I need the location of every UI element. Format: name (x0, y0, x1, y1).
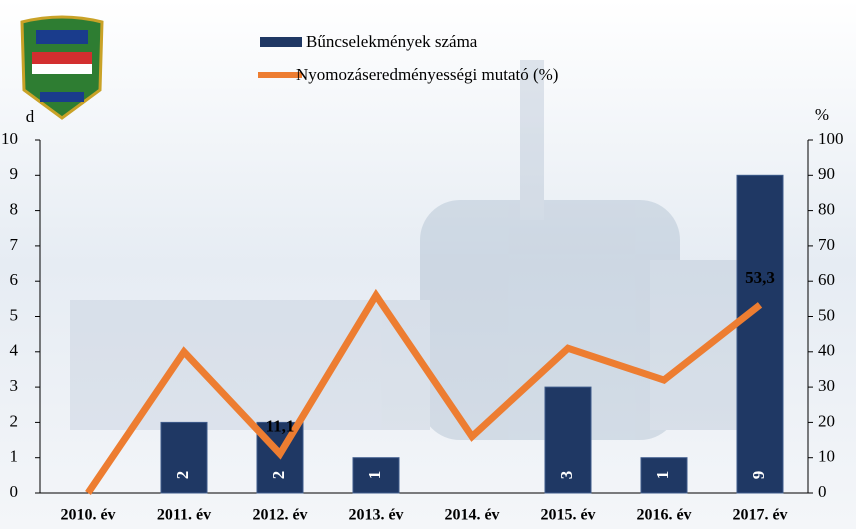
x-tick-label: 2013. év (348, 507, 403, 524)
line-value-label: 53,3 (745, 268, 775, 287)
y-tick-label: 4 (10, 341, 19, 360)
police-logo (20, 15, 104, 120)
y-tick-label: 7 (10, 235, 19, 254)
bar-value-label: 1 (653, 471, 672, 480)
bar (544, 386, 592, 494)
y2-tick-label: 60 (818, 270, 835, 289)
bar-value-label: 9 (749, 471, 768, 480)
line (85, 288, 763, 495)
y2-tick-label: 10 (818, 447, 835, 466)
line-value-label: 11,1 (266, 417, 295, 436)
bar-value-label: 2 (269, 471, 288, 480)
bar (352, 457, 400, 494)
y2-tick-label: 0 (818, 482, 827, 501)
x-tick-label: 2010. év (60, 507, 115, 524)
x-tick-label: 2012. év (252, 507, 307, 524)
y-tick-label: 9 (10, 164, 19, 183)
y2-tick-label: 80 (818, 200, 835, 219)
y-tick-label: 6 (10, 270, 19, 289)
legend-swatch (260, 37, 302, 47)
x-tick-label: 2016. év (636, 507, 691, 524)
y-tick-label: 10 (1, 129, 18, 148)
bar-value-label: 2 (173, 471, 192, 480)
y2-tick-label: 30 (818, 376, 835, 395)
y2-tick-label: 90 (818, 164, 835, 183)
bar-value-label: 1 (365, 471, 384, 480)
y2-tick-label: 100 (818, 129, 844, 148)
y-axis-label: d (26, 107, 35, 126)
bar (736, 174, 784, 494)
bar-value-label: 3 (557, 471, 576, 480)
y2-axis-label: % (815, 105, 829, 124)
x-tick-label: 2014. év (444, 507, 499, 524)
y2-tick-label: 50 (818, 305, 835, 324)
y2-tick-label: 40 (818, 341, 835, 360)
y2-tick-label: 20 (818, 411, 835, 430)
y-tick-label: 1 (10, 447, 19, 466)
bar (160, 421, 208, 494)
y-tick-label: 5 (10, 305, 19, 324)
x-tick-label: 2017. év (732, 507, 787, 524)
y-tick-label: 2 (10, 411, 19, 430)
legend-label: Nyomozáseredményességi mutató (%) (296, 65, 558, 84)
x-tick-label: 2011. év (157, 507, 211, 524)
legend-label: Bűncselekmények száma (306, 32, 478, 51)
y2-tick-label: 70 (818, 235, 835, 254)
x-tick-label: 2015. év (540, 507, 595, 524)
bar (640, 457, 688, 494)
y-tick-label: 0 (10, 482, 19, 501)
y-tick-label: 8 (10, 200, 19, 219)
y-tick-label: 3 (10, 376, 19, 395)
